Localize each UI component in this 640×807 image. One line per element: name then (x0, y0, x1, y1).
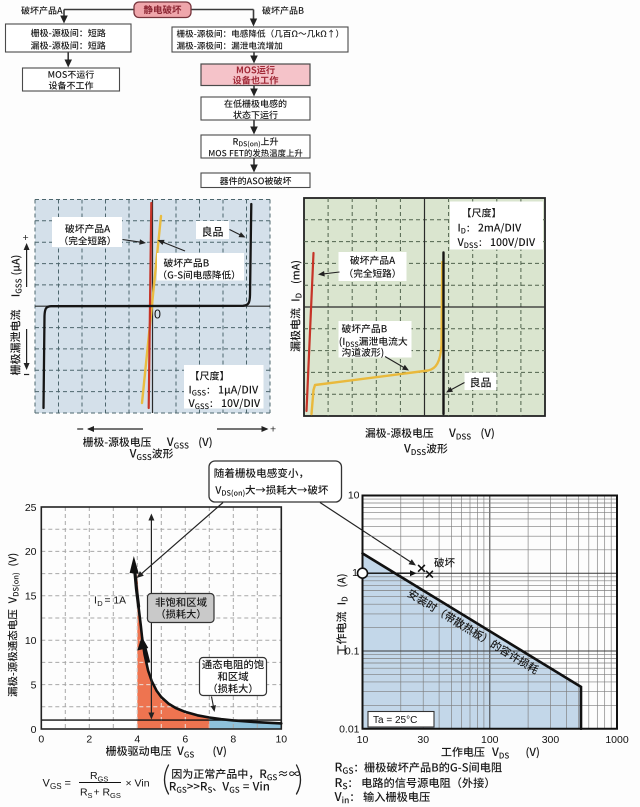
svg-text:I: I (94, 596, 97, 607)
svg-text:4: 4 (134, 734, 140, 746)
svg-text:GS: GS (110, 791, 121, 800)
svg-text:0.01: 0.01 (339, 723, 360, 735)
svg-text:10: 10 (275, 734, 287, 746)
svg-text:6: 6 (182, 734, 188, 746)
svg-text:GS: GS (50, 782, 62, 791)
svg-text:0: 0 (31, 724, 37, 736)
svg-text:8: 8 (230, 734, 236, 746)
svg-text:0: 0 (154, 308, 161, 322)
svg-text:+ R: + R (94, 787, 111, 799)
svg-text:300: 300 (542, 734, 560, 746)
svg-text:5: 5 (31, 679, 37, 691)
svg-text:R: R (80, 787, 88, 799)
svg-text:2: 2 (86, 734, 92, 746)
svg-text:30: 30 (417, 734, 429, 746)
svg-text:= 1A: = 1A (105, 596, 127, 607)
svg-text:100: 100 (481, 734, 499, 746)
svg-text:1000: 1000 (605, 734, 629, 746)
svg-text:0.1: 0.1 (345, 646, 360, 658)
svg-text:+: + (23, 232, 29, 244)
svg-text:1: 1 (352, 567, 358, 579)
svg-text:× Vin: × Vin (126, 778, 150, 790)
svg-text:S: S (88, 791, 93, 800)
svg-text:GS: GS (98, 775, 109, 784)
svg-text:V: V (43, 778, 51, 790)
svg-text:R: R (90, 770, 98, 782)
svg-text:10: 10 (348, 490, 360, 502)
svg-text:Ta = 25°C: Ta = 25°C (373, 715, 417, 726)
svg-text:=: = (65, 778, 71, 790)
svg-text:10: 10 (25, 635, 37, 647)
svg-text:0: 0 (38, 734, 44, 746)
svg-text:D: D (97, 599, 103, 608)
svg-text:20: 20 (25, 546, 37, 558)
svg-text:25: 25 (25, 502, 37, 514)
svg-text:+: + (270, 424, 276, 436)
svg-text:15: 15 (25, 591, 37, 603)
svg-text:10: 10 (357, 734, 369, 746)
